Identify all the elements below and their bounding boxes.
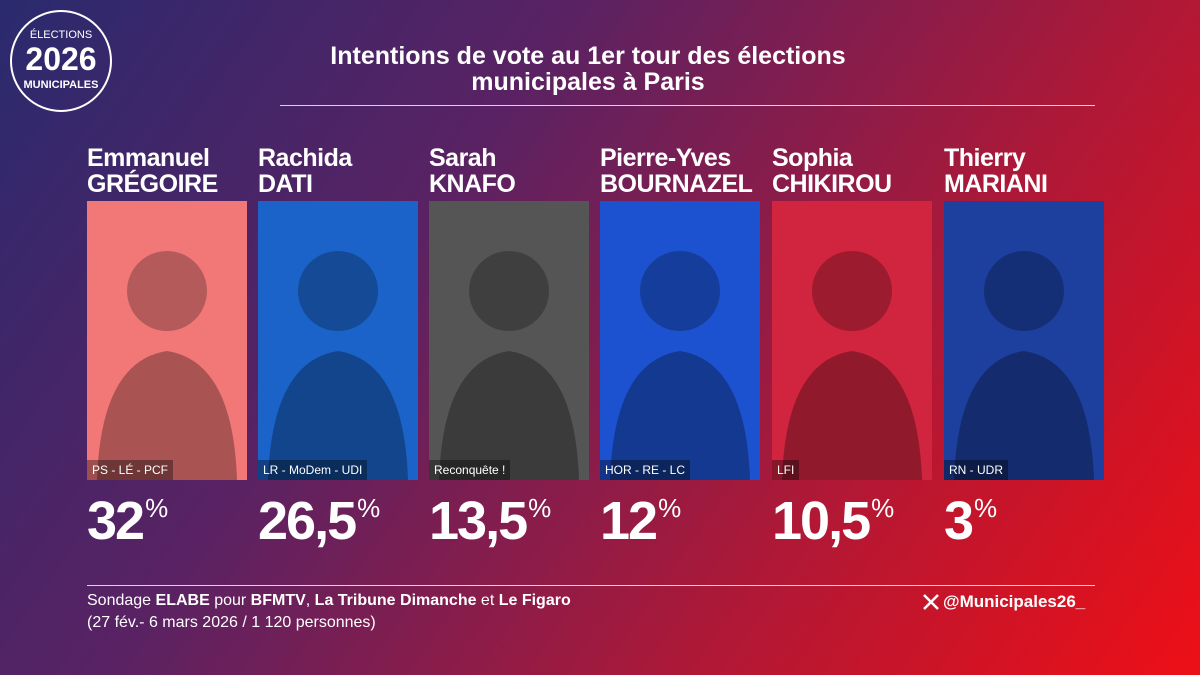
divider: [280, 105, 1095, 106]
photo: Reconquête !: [429, 201, 589, 480]
party-tag: LFI: [772, 460, 800, 480]
photo: LFI: [772, 201, 932, 480]
party-tag: Reconquête !: [429, 460, 511, 480]
divider: [87, 585, 1095, 586]
party-tag: PS - LÉ - PCF: [87, 460, 174, 480]
score: 13,5%: [429, 490, 551, 552]
logo: ÉLECTIONS 2026 MUNICIPALES: [10, 10, 112, 112]
score-value: 26,5: [258, 491, 357, 551]
score-unit: %: [357, 493, 381, 523]
score-unit: %: [528, 493, 552, 523]
score-value: 13,5: [429, 491, 528, 551]
silhouette: [610, 251, 750, 480]
first-name: Sarah: [429, 144, 496, 172]
logo-text: ÉLECTIONS: [30, 28, 92, 41]
score: 12%: [600, 490, 681, 552]
social: @Municipales26_: [922, 592, 1085, 612]
score-unit: %: [658, 493, 682, 523]
score-unit: %: [974, 493, 998, 523]
score-unit: %: [145, 493, 169, 523]
source: Sondage ELABE pour BFMTV, La Tribune Dim…: [87, 592, 571, 610]
source-part: Sondage: [87, 592, 156, 609]
photo: RN - UDR: [944, 201, 1104, 480]
logo-year: 2026: [25, 41, 96, 77]
score: 26,5%: [258, 490, 380, 552]
photo: HOR - RE - LC: [600, 201, 760, 480]
party-tag: LR - MoDem - UDI: [258, 460, 368, 480]
score-value: 12: [600, 491, 658, 551]
score: 3%: [944, 490, 997, 552]
party-tag: HOR - RE - LC: [600, 460, 691, 480]
last-name: KNAFO: [429, 170, 516, 198]
photo: PS - LÉ - PCF: [87, 201, 247, 480]
source-part: ELABE: [155, 592, 210, 609]
source-part: et: [476, 592, 499, 609]
last-name: GRÉGOIRE: [87, 170, 218, 198]
title: municipales à Paris: [471, 68, 705, 96]
score-value: 10,5: [772, 491, 871, 551]
last-name: MARIANI: [944, 170, 1048, 198]
source-part: Le Figaro: [498, 592, 571, 609]
first-name: Emmanuel: [87, 144, 210, 172]
source-part: BFMTV: [250, 592, 306, 609]
first-name: Sophia: [772, 144, 853, 172]
score: 10,5%: [772, 490, 894, 552]
last-name: DATI: [258, 170, 313, 198]
silhouette: [439, 251, 579, 480]
last-name: CHIKIROU: [772, 170, 892, 198]
silhouette: [782, 251, 922, 480]
last-name: BOURNAZEL: [600, 170, 753, 198]
silhouette: [97, 251, 237, 480]
logo-text: MUNICIPALES: [24, 79, 99, 91]
title: Intentions de vote au 1er tour des élect…: [330, 42, 846, 70]
handle: @Municipales26_: [943, 592, 1086, 611]
source-part: pour: [209, 592, 251, 609]
score-unit: %: [871, 493, 895, 523]
first-name: Rachida: [258, 144, 352, 172]
score: 32%: [87, 490, 168, 552]
silhouette: [268, 251, 408, 480]
source-part: La Tribune Dimanche: [314, 592, 477, 609]
score-value: 32: [87, 491, 145, 551]
party-tag: RN - UDR: [944, 460, 1008, 480]
logo-ring: [10, 10, 112, 112]
source-details: (27 fév.- 6 mars 2026 / 1 120 personnes): [87, 614, 376, 631]
score-value: 3: [944, 491, 974, 551]
source-part: ,: [305, 592, 315, 609]
silhouette: [954, 251, 1094, 480]
photo: LR - MoDem - UDI: [258, 201, 418, 480]
first-name: Pierre-Yves: [600, 144, 731, 172]
x-icon: [923, 594, 939, 610]
first-name: Thierry: [944, 144, 1026, 172]
